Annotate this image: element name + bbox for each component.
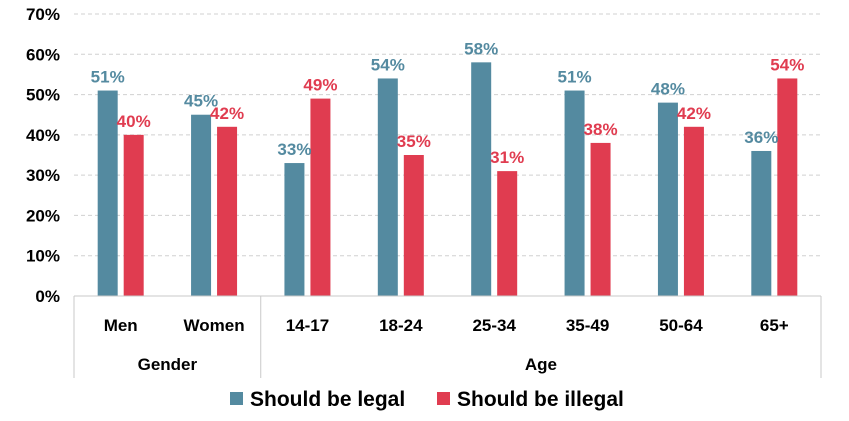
legend-swatch (230, 392, 243, 405)
bar (403, 155, 424, 296)
data-label: 54% (371, 55, 405, 74)
data-label: 51% (91, 68, 125, 87)
bar (123, 134, 144, 296)
x-axis: Gender Age Men Women 14-17 18-24 25-34 35-49 50-… (73, 295, 822, 378)
bar (377, 78, 398, 296)
group-label: Gender (138, 355, 198, 374)
legend-swatch (437, 392, 450, 405)
y-tick-label: 30% (26, 166, 60, 185)
bars (97, 62, 798, 297)
bar (310, 98, 331, 296)
bar (683, 126, 704, 296)
category-label: 14-17 (286, 316, 329, 335)
bar (657, 102, 678, 296)
data-label: 49% (303, 76, 337, 95)
group-label: Age (525, 355, 557, 374)
category-label: 18-24 (379, 316, 423, 335)
category-label: Women (184, 316, 245, 335)
data-label: 40% (117, 112, 151, 131)
legend-label: Should be illegal (457, 388, 624, 411)
gridlines (74, 13, 821, 257)
data-label: 31% (490, 148, 524, 167)
category-label: 25-34 (472, 316, 516, 335)
bar (777, 78, 798, 296)
y-axis: 0% 10% 20% 30% 40% 50% 60% 70% (26, 5, 60, 306)
data-labels: 51% 45% 33% 54% 58% 51% 48% 36% 40% 42% 49% 35% 31% 3… (91, 39, 805, 167)
data-label: 51% (558, 68, 592, 87)
data-label: 38% (584, 120, 618, 139)
legend-label: Should be legal (250, 388, 405, 411)
data-label: 54% (770, 55, 804, 74)
bar (564, 90, 585, 297)
bar (471, 62, 492, 296)
bar (284, 163, 305, 296)
bar (191, 114, 212, 296)
category-label: Men (104, 316, 138, 335)
data-label: 36% (744, 128, 778, 147)
y-tick-label: 20% (26, 206, 60, 225)
category-label: 50-64 (659, 316, 703, 335)
y-tick-label: 50% (26, 86, 60, 105)
data-label: 35% (397, 132, 431, 151)
data-label: 42% (677, 104, 711, 123)
category-label: 65+ (760, 316, 789, 335)
bar (497, 171, 518, 296)
data-label: 58% (464, 39, 498, 58)
data-label: 42% (210, 104, 244, 123)
bar (590, 142, 611, 296)
y-tick-label: 70% (26, 5, 60, 24)
bar (97, 90, 118, 297)
legend: Should be legal Should be illegal (230, 388, 624, 411)
y-tick-label: 0% (35, 287, 60, 306)
y-tick-label: 10% (26, 247, 60, 266)
category-label: 35-49 (566, 316, 609, 335)
data-label: 48% (651, 80, 685, 99)
y-tick-label: 60% (26, 45, 60, 64)
bar (217, 126, 238, 296)
bar (751, 150, 772, 296)
data-label: 45% (184, 92, 218, 111)
data-label: 33% (277, 140, 311, 159)
y-tick-label: 40% (26, 126, 60, 145)
